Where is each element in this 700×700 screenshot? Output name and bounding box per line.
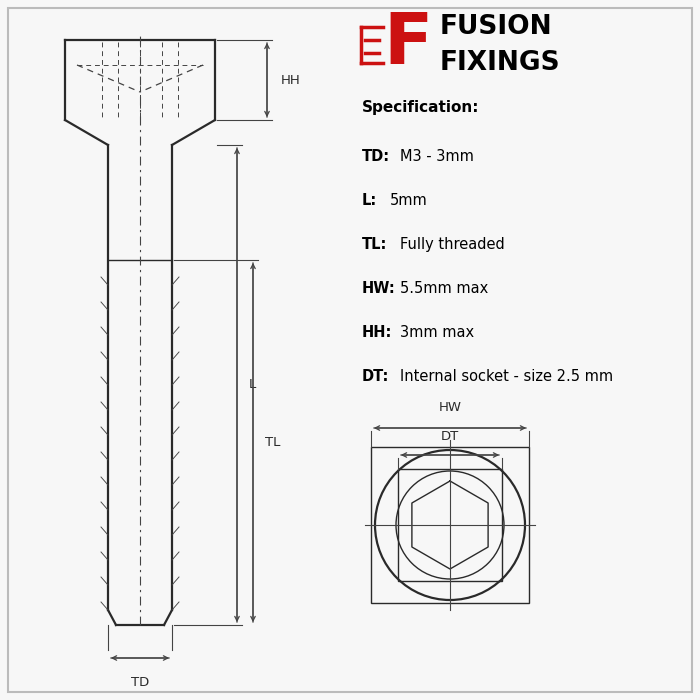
Text: TD:: TD: (362, 149, 390, 164)
Text: L:: L: (362, 193, 377, 208)
Text: 3mm max: 3mm max (400, 325, 474, 340)
Text: L: L (249, 379, 256, 391)
Bar (398, 469, 502, 581)
Text: FUSION: FUSION (440, 14, 552, 40)
Text: 5.5mm max: 5.5mm max (400, 281, 489, 296)
Text: Fully threaded: Fully threaded (400, 237, 505, 252)
Text: Specification:: Specification: (362, 100, 480, 115)
Text: TL:: TL: (362, 237, 387, 252)
Text: HH:: HH: (362, 325, 393, 340)
Text: DT:: DT: (362, 369, 389, 384)
Text: FIXINGS: FIXINGS (440, 50, 561, 76)
Text: M3 - 3mm: M3 - 3mm (400, 149, 474, 164)
Text: HW: HW (438, 401, 461, 414)
Text: 5mm: 5mm (390, 193, 428, 208)
Text: DT: DT (441, 430, 459, 443)
Text: HW:: HW: (362, 281, 396, 296)
Text: Internal socket - size 2.5 mm: Internal socket - size 2.5 mm (400, 369, 613, 384)
Text: TD: TD (131, 676, 149, 689)
Bar (371, 447, 529, 603)
Text: F: F (384, 10, 433, 80)
Text: HH: HH (281, 74, 301, 87)
Text: TL: TL (265, 436, 281, 449)
